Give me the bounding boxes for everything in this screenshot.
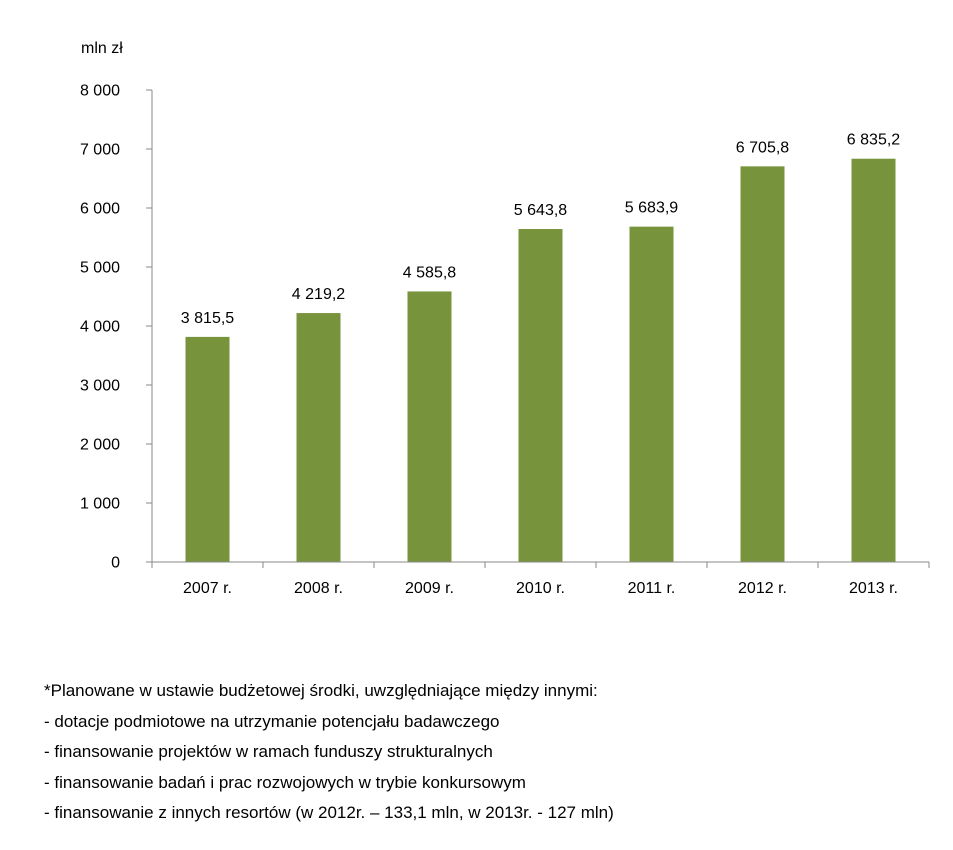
bar-value-label: 3 815,5 — [181, 310, 234, 327]
y-tick-label: 8 000 — [80, 83, 120, 100]
x-tick-label: 2007 r. — [183, 580, 232, 597]
bar-value-label: 4 585,8 — [403, 264, 456, 281]
x-tick-label: 2009 r. — [405, 580, 454, 597]
bar — [851, 158, 896, 562]
footnote: *Planowane w ustawie budżetowej środki, … — [44, 676, 924, 829]
bar-value-label: 6 835,2 — [847, 132, 900, 149]
y-tick-label: 0 — [111, 555, 120, 572]
y-tick-label: 7 000 — [80, 142, 120, 159]
bar — [740, 166, 785, 563]
axes — [151, 90, 929, 563]
data-labels: 3 815,5 4 219,2 4 585,8 5 643,8 5 683,9 6 705… — [181, 132, 900, 327]
bar-value-label: 4 219,2 — [292, 286, 345, 303]
y-tick-label: 4 000 — [80, 319, 120, 336]
x-axis-ticks: 2007 r. 2008 r. 2009 r. 2010 r. 2011 r. 2012 … — [151, 562, 930, 597]
footnote-item: - finansowanie badań i prac rozwojowych … — [44, 772, 526, 792]
footnote-item: - finansowanie z innych resortów (w 2012… — [44, 803, 614, 822]
x-tick-label: 2011 r. — [628, 580, 676, 597]
x-tick-label: 2010 r. — [516, 580, 565, 597]
footnote-item: - finansowanie projektów w ramach fundus… — [44, 742, 493, 761]
bar — [296, 313, 341, 562]
y-tick-label: 3 000 — [80, 378, 120, 395]
bar — [518, 229, 563, 562]
bar — [407, 291, 452, 562]
y-tick-label: 2 000 — [80, 437, 120, 454]
y-axis-unit-label: mln zł — [81, 40, 123, 57]
x-tick-label: 2012 r. — [738, 580, 787, 597]
bars — [185, 158, 896, 563]
y-axis-ticks: 0 1 000 2 000 3 000 4 000 5 000 6 000 7 000 8 00… — [80, 83, 152, 572]
footnote-item: - dotacje podmiotowe na utrzymanie poten… — [44, 711, 500, 731]
x-tick-label: 2013 r. — [849, 580, 898, 597]
bar-value-label: 5 643,8 — [514, 202, 567, 219]
y-tick-label: 5 000 — [80, 260, 120, 277]
footnote-heading: *Planowane w ustawie budżetowej środki, … — [44, 681, 598, 700]
bar-value-label: 5 683,9 — [625, 200, 678, 217]
x-tick-label: 2008 r. — [294, 580, 343, 597]
y-tick-label: 1 000 — [80, 496, 120, 513]
bar — [629, 226, 674, 562]
bar-chart: mln zł 0 1 000 2 000 3 000 4 000 5 000 6 000 7 … — [80, 40, 930, 597]
bar-value-label: 6 705,8 — [736, 139, 789, 156]
bar — [185, 336, 230, 562]
y-tick-label: 6 000 — [80, 201, 120, 218]
